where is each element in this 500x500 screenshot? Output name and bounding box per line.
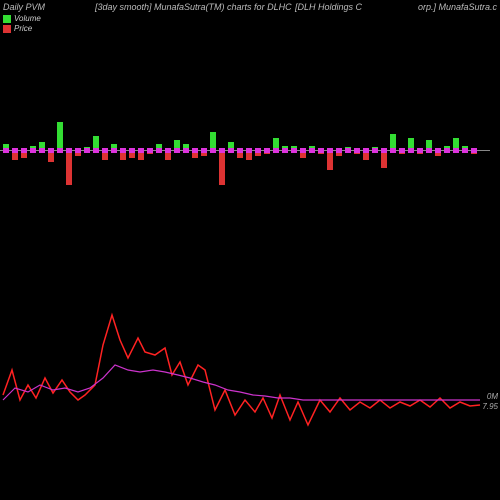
- volume-bar-cap: [183, 148, 189, 153]
- volume-bar-cap: [444, 148, 450, 153]
- volume-bar-cap: [435, 148, 441, 153]
- volume-bar-cap: [165, 148, 171, 153]
- volume-bar-cap: [66, 148, 72, 153]
- volume-bar: [327, 150, 333, 170]
- volume-bar-cap: [453, 148, 459, 153]
- volume-bar: [57, 122, 63, 150]
- volume-bar-cap: [48, 148, 54, 153]
- volume-bar-cap: [336, 148, 342, 153]
- volume-bar-cap: [327, 148, 333, 153]
- volume-bar-cap: [309, 148, 315, 153]
- legend: Volume Price: [3, 14, 41, 34]
- price-series-price: [3, 315, 480, 425]
- volume-bar-cap: [156, 148, 162, 153]
- volume-bar-cap: [399, 148, 405, 153]
- volume-bar-cap: [120, 148, 126, 153]
- legend-volume-swatch: [3, 15, 11, 23]
- volume-bar-cap: [255, 148, 261, 153]
- price-series-smooth: [3, 365, 480, 400]
- volume-bar-cap: [147, 148, 153, 153]
- volume-bar-cap: [210, 148, 216, 153]
- volume-bar-cap: [219, 148, 225, 153]
- price-lines-svg: [0, 300, 490, 450]
- legend-volume: Volume: [3, 14, 41, 23]
- volume-bar-cap: [318, 148, 324, 153]
- header-mid2: [DLH Holdings C: [295, 2, 362, 12]
- volume-bar-cap: [129, 148, 135, 153]
- volume-bar-cap: [192, 148, 198, 153]
- label-price-val: 7.95: [482, 402, 498, 411]
- volume-bar-cap: [246, 148, 252, 153]
- volume-bar-cap: [282, 148, 288, 153]
- volume-bar-cap: [138, 148, 144, 153]
- volume-bar-cap: [228, 148, 234, 153]
- header-left: Daily PVM: [3, 2, 45, 12]
- volume-bar-cap: [12, 148, 18, 153]
- volume-bar-cap: [291, 148, 297, 153]
- volume-bar-cap: [300, 148, 306, 153]
- volume-bar-cap: [3, 148, 9, 153]
- volume-bar-cap: [21, 148, 27, 153]
- volume-bar-cap: [417, 148, 423, 153]
- volume-bar-cap: [102, 148, 108, 153]
- volume-bar-cap: [354, 148, 360, 153]
- volume-bar-cap: [237, 148, 243, 153]
- volume-bar-cap: [174, 148, 180, 153]
- volume-bar-cap: [462, 148, 468, 153]
- volume-bar-cap: [30, 148, 36, 153]
- volume-bar-cap: [381, 148, 387, 153]
- volume-bar-cap: [201, 148, 207, 153]
- legend-volume-label: Volume: [14, 14, 41, 23]
- volume-bar-cap: [372, 148, 378, 153]
- volume-bar: [66, 150, 72, 185]
- volume-bar-cap: [75, 148, 81, 153]
- volume-bar-cap: [426, 148, 432, 153]
- volume-bar-cap: [408, 148, 414, 153]
- header-right: orp.] MunafaSutra.c: [418, 2, 497, 12]
- volume-bar-cap: [264, 148, 270, 153]
- volume-bar-cap: [111, 148, 117, 153]
- volume-bar-cap: [39, 148, 45, 153]
- volume-bar-cap: [84, 148, 90, 153]
- volume-bar-cap: [345, 148, 351, 153]
- volume-bar-cap: [93, 148, 99, 153]
- price-chart: 0M 7.95: [0, 300, 500, 450]
- legend-price: Price: [3, 24, 41, 33]
- volume-bar-cap: [390, 148, 396, 153]
- volume-bar: [219, 150, 225, 185]
- volume-chart: [0, 110, 500, 190]
- legend-price-swatch: [3, 25, 11, 33]
- volume-bar-cap: [57, 148, 63, 153]
- volume-bar-cap: [471, 148, 477, 153]
- volume-bar-cap: [273, 148, 279, 153]
- header-mid1: [3day smooth] MunafaSutra(TM) charts for…: [95, 2, 292, 12]
- legend-price-label: Price: [14, 24, 32, 33]
- volume-bar-cap: [363, 148, 369, 153]
- chart-header: Daily PVM [3day smooth] MunafaSutra(TM) …: [0, 2, 500, 30]
- label-0m: 0M: [487, 392, 498, 401]
